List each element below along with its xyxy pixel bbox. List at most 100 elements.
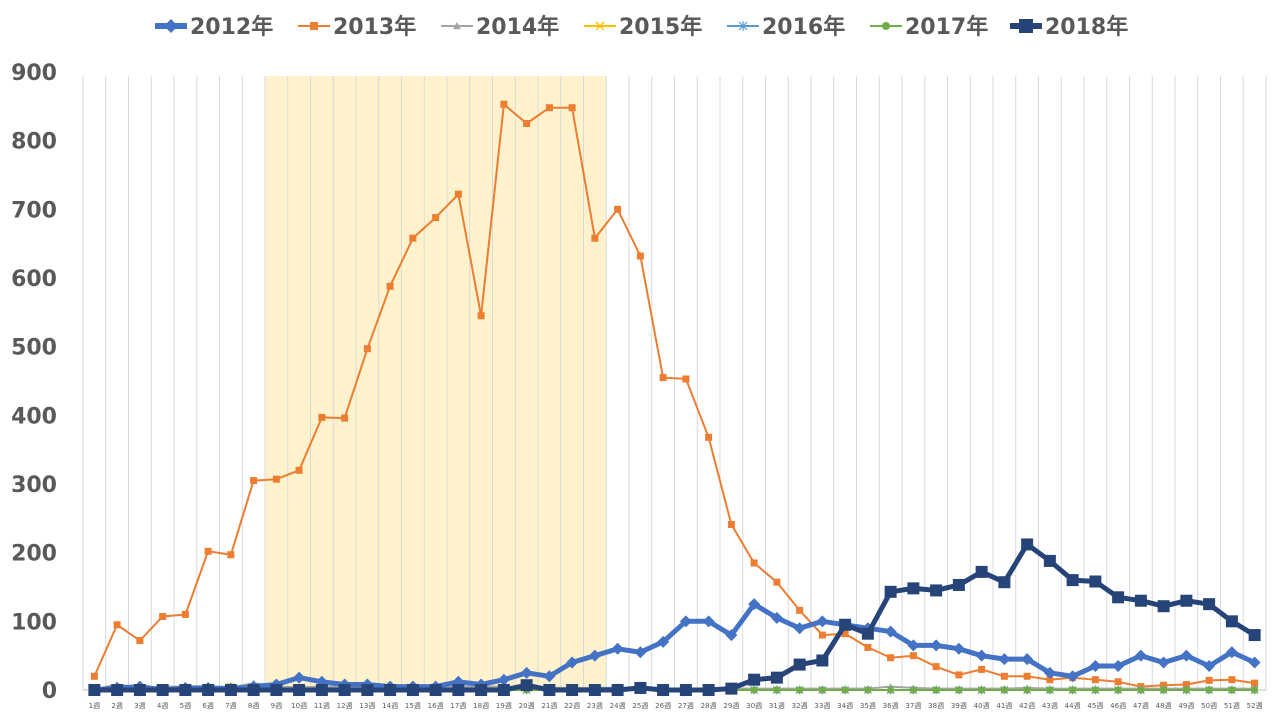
y-tick-label: 500 xyxy=(11,336,57,361)
data-point xyxy=(818,686,826,694)
x-tick-label: 32週 xyxy=(792,701,808,710)
data-point xyxy=(634,681,647,694)
legend-item: 2017年 xyxy=(870,14,988,40)
data-point xyxy=(1182,681,1190,689)
data-point xyxy=(659,374,667,382)
x-tick-label: 8週 xyxy=(248,701,259,710)
data-point xyxy=(543,684,556,696)
x-tick-label: 35週 xyxy=(860,701,876,710)
data-point xyxy=(1205,676,1213,684)
data-point xyxy=(796,686,804,694)
x-tick-label: 38週 xyxy=(928,701,944,710)
data-point xyxy=(270,684,283,696)
data-point xyxy=(1114,678,1122,686)
data-point xyxy=(1225,615,1238,628)
data-point xyxy=(887,686,895,694)
data-point xyxy=(113,621,121,629)
data-point xyxy=(884,625,897,638)
data-point xyxy=(841,686,849,694)
data-point xyxy=(748,598,761,611)
data-point xyxy=(293,684,306,696)
y-tick-label: 400 xyxy=(11,404,57,429)
y-tick-label: 300 xyxy=(11,473,57,498)
y-tick-label: 0 xyxy=(42,679,57,704)
data-point xyxy=(702,615,715,628)
data-point xyxy=(363,345,371,353)
x-tick-label: 25週 xyxy=(632,701,648,710)
data-point xyxy=(861,627,874,640)
data-point xyxy=(293,671,306,684)
x-tick-label: 24週 xyxy=(610,701,626,710)
data-point xyxy=(588,649,601,662)
x-tick-label: 16週 xyxy=(428,701,444,710)
x-tick-label: 1週 xyxy=(89,701,100,710)
data-point xyxy=(543,670,556,683)
data-point xyxy=(884,585,897,598)
data-point xyxy=(1046,676,1054,684)
data-point xyxy=(1066,574,1079,587)
x-tick-label: 49週 xyxy=(1178,701,1194,710)
data-point xyxy=(224,684,237,696)
legend-swatch-marker xyxy=(738,21,748,31)
x-tick-label: 4週 xyxy=(157,701,168,710)
data-point xyxy=(998,653,1011,666)
data-point xyxy=(634,646,647,659)
data-point xyxy=(1182,686,1190,694)
x-tick-label: 17週 xyxy=(450,701,466,710)
x-tick-label: 22週 xyxy=(564,701,580,710)
x-tick-label: 45週 xyxy=(1087,701,1103,710)
x-tick-label: 40週 xyxy=(974,701,990,710)
x-tick-label: 27週 xyxy=(678,701,694,710)
x-tick-label: 26週 xyxy=(655,701,671,710)
data-point xyxy=(839,618,852,631)
data-point xyxy=(566,656,579,669)
data-point xyxy=(1205,686,1213,694)
legend-item: 2013年 xyxy=(298,14,416,40)
data-point xyxy=(1043,666,1056,679)
data-point xyxy=(1203,659,1216,672)
legend-label: 2017年 xyxy=(905,14,988,40)
legend-label: 2012年 xyxy=(190,14,273,40)
data-point xyxy=(386,282,394,290)
y-tick-label: 900 xyxy=(11,61,57,86)
x-tick-label: 43週 xyxy=(1042,701,1058,710)
data-point xyxy=(432,214,440,222)
data-point xyxy=(1203,598,1216,611)
y-tick-label: 600 xyxy=(11,267,57,292)
x-tick-label: 42週 xyxy=(1019,701,1035,710)
data-point xyxy=(682,375,690,383)
data-point xyxy=(409,234,417,242)
data-point xyxy=(497,684,510,696)
data-point xyxy=(773,686,781,694)
series-line xyxy=(94,541,1256,693)
data-point xyxy=(295,466,303,474)
data-point xyxy=(1251,686,1259,694)
data-point xyxy=(1248,629,1261,642)
x-tick-label: 51週 xyxy=(1224,701,1240,710)
data-point xyxy=(179,684,192,696)
x-tick-label: 21週 xyxy=(541,701,557,710)
legend-swatch-marker xyxy=(310,22,318,30)
data-point xyxy=(1000,672,1008,680)
y-tick-label: 100 xyxy=(11,610,57,635)
legend-swatch-marker xyxy=(164,19,178,33)
data-point xyxy=(497,673,510,686)
data-point xyxy=(227,551,235,559)
data-point xyxy=(1112,591,1125,604)
data-point xyxy=(136,637,144,645)
data-point xyxy=(955,671,963,679)
data-point xyxy=(202,684,215,696)
data-point xyxy=(657,635,670,648)
data-point xyxy=(520,666,533,679)
x-tick-label: 18週 xyxy=(473,701,489,710)
data-point xyxy=(1137,686,1145,694)
data-point xyxy=(477,312,485,320)
legend-label: 2016年 xyxy=(762,14,845,40)
data-point xyxy=(770,671,783,684)
x-tick-label: 36週 xyxy=(883,701,899,710)
series-2018年 xyxy=(88,538,1261,696)
data-point xyxy=(566,684,579,696)
data-point xyxy=(998,576,1011,589)
data-point xyxy=(568,104,576,112)
data-point xyxy=(952,642,965,655)
